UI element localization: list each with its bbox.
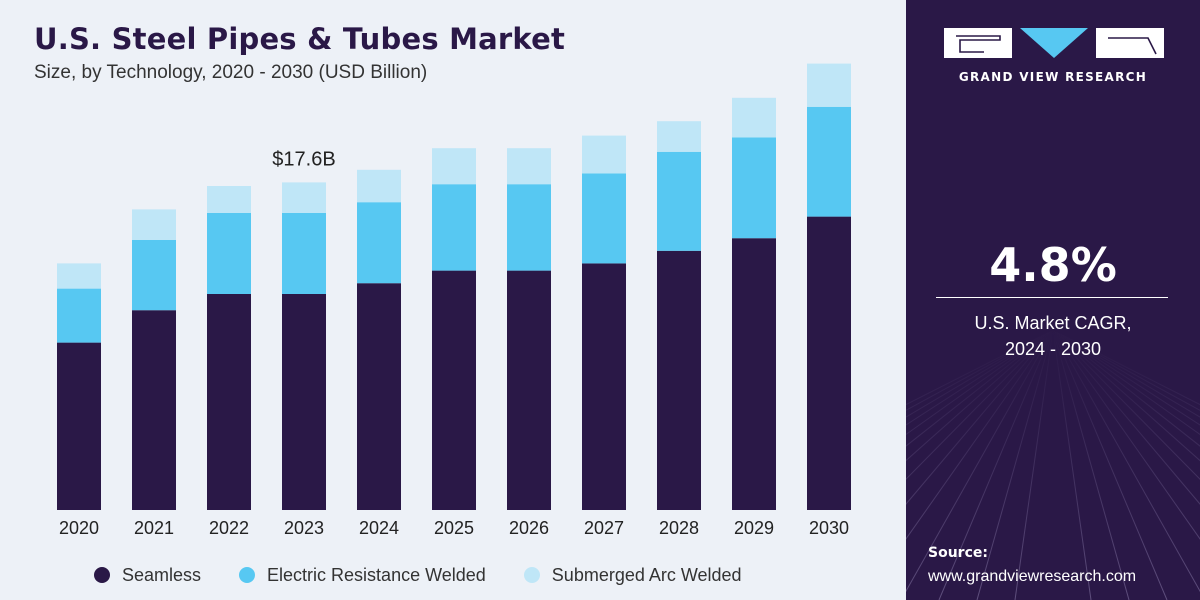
legend-item-saw: Submerged Arc Welded [523, 564, 742, 586]
bar-seamless-2030 [807, 216, 851, 510]
bar-electric-resistance-welded-2030 [807, 106, 851, 217]
data-label-2023: $17.6B [272, 148, 335, 170]
gvr-logo-icon [944, 28, 1164, 58]
x-tick-label-2026: 2026 [509, 518, 549, 538]
bar-submerged-arc-welded-2023 [282, 182, 326, 213]
x-tick-label-2025: 2025 [434, 518, 474, 538]
bar-electric-resistance-welded-2024 [357, 202, 401, 284]
bars-group [57, 63, 851, 511]
chart-title: U.S. Steel Pipes & Tubes Market [34, 22, 566, 56]
x-tick-label-2020: 2020 [59, 518, 99, 538]
bar-seamless-2022 [207, 294, 251, 510]
bar-electric-resistance-welded-2027 [582, 173, 626, 264]
bar-electric-resistance-welded-2022 [207, 213, 251, 294]
x-tick-label-2021: 2021 [134, 518, 174, 538]
cagr-label: U.S. Market CAGR, 2024 - 2030 [906, 310, 1200, 362]
bar-seamless-2027 [582, 263, 626, 510]
decorative-grid-background [906, 329, 1200, 600]
bar-chart: 2020 2021 2022 2023 2024 2025 2026 2027 2028 2029… [57, 63, 851, 538]
legend-swatch-saw [523, 567, 540, 583]
legend-item-erw: Electric Resistance Welded [239, 565, 486, 586]
bar-submerged-arc-welded-2022 [207, 186, 251, 213]
legend-label-seamless: Seamless [122, 564, 202, 585]
cagr-divider [936, 297, 1168, 298]
x-tick-label-2023: 2023 [284, 518, 324, 538]
bar-seamless-2021 [132, 310, 176, 510]
source-heading: Source: [928, 545, 988, 561]
bar-submerged-arc-welded-2029 [732, 97, 776, 138]
legend-item-seamless: Seamless [94, 565, 201, 586]
bar-submerged-arc-welded-2030 [807, 63, 851, 107]
x-tick-label-2029: 2029 [734, 518, 774, 538]
bar-seamless-2023 [282, 294, 326, 510]
bar-submerged-arc-welded-2020 [57, 263, 101, 289]
x-axis-ticks: 2020 2021 2022 2023 2024 2025 2026 2027 2028 2029… [59, 518, 849, 538]
bar-submerged-arc-welded-2025 [432, 148, 476, 185]
legend-swatch-seamless [94, 567, 110, 583]
bar-electric-resistance-welded-2023 [282, 213, 326, 294]
chart-legend: Seamless Electric Resistance Welded Subm… [94, 563, 780, 587]
annotations: $17.6B [272, 148, 335, 170]
bar-electric-resistance-welded-2026 [507, 184, 551, 271]
cagr-value: 4.8% [989, 238, 1117, 292]
bar-seamless-2028 [657, 250, 701, 511]
x-tick-label-2027: 2027 [584, 518, 624, 538]
bar-electric-resistance-welded-2020 [57, 288, 101, 343]
legend-swatch-erw [239, 567, 256, 583]
bar-submerged-arc-welded-2028 [657, 121, 701, 152]
bar-seamless-2025 [432, 270, 476, 510]
bar-seamless-2024 [357, 283, 401, 510]
x-tick-label-2024: 2024 [359, 518, 399, 538]
cagr-label-line1: U.S. Market CAGR, [974, 313, 1132, 333]
bar-submerged-arc-welded-2021 [132, 209, 176, 240]
bar-electric-resistance-welded-2029 [732, 137, 776, 239]
chart-panel: U.S. Steel Pipes & Tubes Market Size, by… [0, 0, 906, 600]
x-tick-label-2030: 2030 [809, 518, 849, 538]
bar-electric-resistance-welded-2028 [657, 151, 701, 251]
bar-electric-resistance-welded-2025 [432, 184, 476, 271]
source-link[interactable]: www.grandviewresearch.com [928, 568, 1137, 585]
bar-submerged-arc-welded-2024 [357, 169, 401, 203]
legend-label-saw: Submerged Arc Welded [551, 564, 742, 585]
legend-label-erw: Electric Resistance Welded [267, 564, 486, 585]
bar-submerged-arc-welded-2027 [582, 135, 626, 174]
bar-seamless-2026 [507, 270, 551, 510]
brand-name: GRAND VIEW RESEARCH [958, 70, 1148, 84]
cagr-label-line2: 2024 - 2030 [1004, 339, 1102, 359]
x-tick-label-2028: 2028 [659, 518, 699, 538]
chart-subtitle: Size, by Technology, 2020 - 2030 (USD Bi… [34, 62, 428, 83]
x-tick-label-2022: 2022 [209, 518, 249, 538]
bar-seamless-2029 [732, 238, 776, 510]
bar-seamless-2020 [57, 342, 101, 510]
sidebar-panel: GRAND VIEW RESEARCH 4.8% U.S. Market CAG… [906, 0, 1200, 600]
bar-submerged-arc-welded-2026 [507, 148, 551, 185]
bar-electric-resistance-welded-2021 [132, 240, 176, 311]
